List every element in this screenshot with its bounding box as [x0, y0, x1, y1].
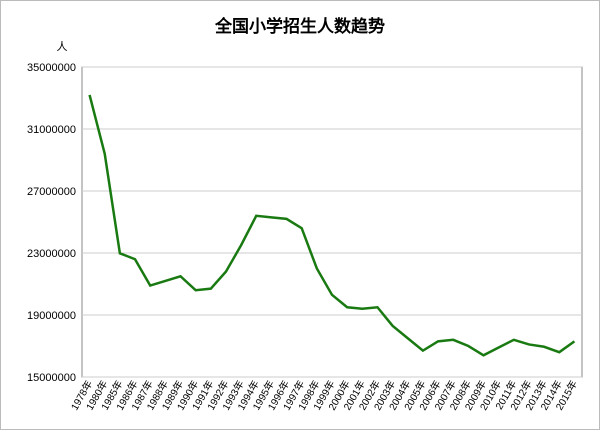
y-tick-label: 31000000 [27, 124, 76, 136]
line [88, 94, 576, 357]
y-tick-label: 35000000 [27, 62, 76, 74]
y-tick-label: 27000000 [27, 186, 76, 198]
y-axis-label: 人 [57, 40, 68, 53]
y-tick-label: 19000000 [27, 310, 76, 322]
chart-title: 全国小学招生人数趋势 [214, 16, 385, 36]
y-tick-label: 15000000 [27, 372, 76, 384]
y-tick-label: 23000000 [27, 248, 76, 260]
